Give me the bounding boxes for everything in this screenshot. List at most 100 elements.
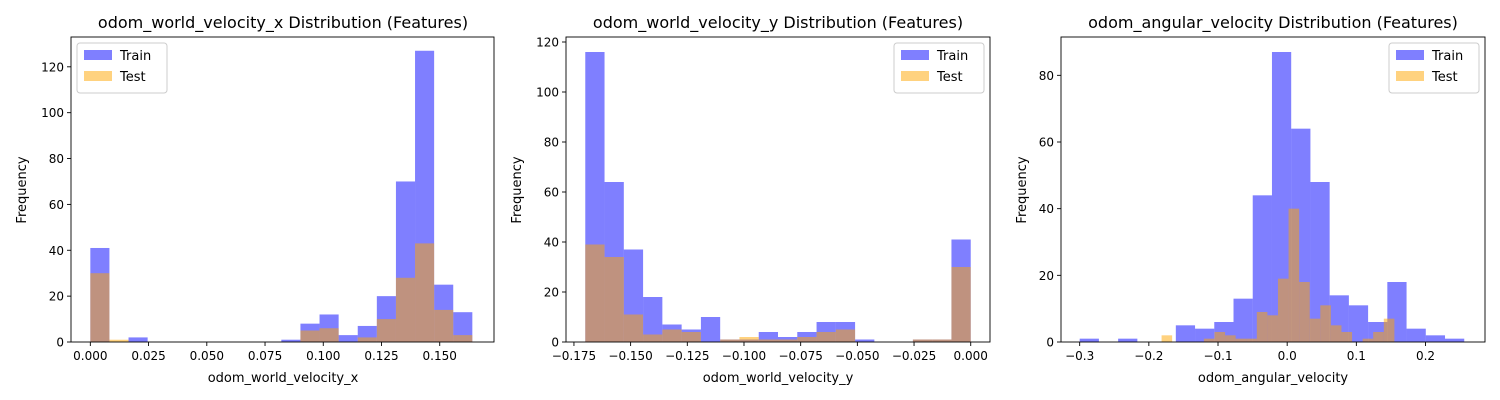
test-bar (1341, 332, 1353, 342)
y-tick-label: 20 (49, 290, 64, 304)
test-bar (1225, 335, 1236, 342)
test-bar (797, 337, 817, 342)
subplot-velocity-x: odom_world_velocity_x Distribution (Feat… (15, 13, 495, 386)
train-bar (1445, 338, 1465, 342)
test-bar (90, 273, 110, 342)
x-tick-label: −0.2 (1134, 349, 1163, 363)
chart-title: odom_world_velocity_x Distribution (Feat… (98, 13, 468, 33)
test-bar (1299, 282, 1310, 342)
train-bar (700, 317, 721, 342)
legend: Train Test (893, 42, 985, 94)
legend-swatch-train (84, 50, 112, 60)
test-bar (395, 277, 416, 342)
x-tick-label: 0.0 (1278, 349, 1297, 363)
x-tick-label: −0.075 (778, 349, 822, 363)
legend-swatch-test (84, 71, 112, 81)
legend-label-test: Test (936, 70, 963, 85)
plot-frame (1060, 36, 1486, 343)
legend-swatch-test (1396, 71, 1424, 81)
y-tick-label: 120 (41, 60, 64, 74)
test-bar (300, 330, 320, 342)
x-axis-label: odom_angular_velocity (1198, 371, 1349, 386)
x-tick-label: −0.175 (552, 349, 596, 363)
legend-label-test: Test (119, 70, 146, 85)
test-bar (835, 329, 856, 342)
plot-frame (565, 36, 991, 343)
y-tick-label: 120 (536, 36, 559, 50)
test-bar (1256, 312, 1268, 342)
test-bar (1373, 332, 1384, 342)
train-bar (453, 312, 473, 342)
train-bar (1310, 182, 1330, 342)
x-tick-label: −0.025 (892, 349, 936, 363)
test-bar (1267, 315, 1278, 342)
x-tick-label: 0.1 (1347, 349, 1366, 363)
test-bar (778, 339, 798, 342)
test-bar (109, 339, 129, 342)
x-tick-label: 0.000 (73, 349, 107, 363)
x-axis-label: odom_world_velocity_x (208, 371, 359, 386)
y-tick-label: 20 (544, 286, 559, 300)
x-tick-label: −0.050 (835, 349, 879, 363)
test-bar (585, 244, 605, 342)
x-tick-label: 0.100 (306, 349, 340, 363)
test-bar (357, 337, 377, 342)
x-tick-label: −0.150 (608, 349, 652, 363)
y-axis-label: Frequency (510, 156, 525, 223)
train-bar (128, 337, 148, 342)
y-axis-label: Frequency (15, 156, 30, 223)
test-bar (1309, 318, 1321, 342)
legend: Train Test (1388, 42, 1480, 94)
y-tick-label: 60 (49, 198, 64, 212)
train-bar (1079, 338, 1099, 342)
x-tick-label: 0.2 (1416, 349, 1435, 363)
test-bar (912, 339, 933, 342)
test-bar (739, 337, 759, 342)
test-bar (453, 335, 473, 342)
test-bar (604, 257, 624, 342)
legend-label-train: Train (119, 49, 151, 64)
test-bar (415, 243, 435, 342)
test-bar (1203, 338, 1215, 342)
x-tick-label: 0.150 (423, 349, 457, 363)
test-bar (662, 329, 682, 342)
chart-title: odom_angular_velocity Distribution (Feat… (1088, 13, 1458, 33)
test-bar (643, 334, 663, 342)
x-tick-label: 0.125 (364, 349, 398, 363)
x-axis-label: odom_world_velocity_y (703, 371, 854, 386)
legend: Train Test (76, 42, 168, 94)
test-bar (1246, 338, 1257, 342)
legend-label-test: Test (1431, 70, 1458, 85)
test-bar (758, 339, 778, 342)
x-tick-label: 0.000 (954, 349, 988, 363)
y-tick-label: 60 (544, 186, 559, 200)
x-tick-label: −0.100 (722, 349, 766, 363)
train-bar (1252, 195, 1272, 342)
test-bar (319, 328, 339, 342)
test-bar (932, 339, 952, 342)
y-tick-label: 100 (536, 86, 559, 100)
y-tick-label: 100 (41, 106, 64, 120)
y-tick-label: 0 (1046, 336, 1054, 350)
train-bar (855, 339, 875, 342)
test-bar (1330, 325, 1342, 342)
train-bar (643, 297, 663, 342)
test-bar (951, 267, 971, 342)
train-bar (1195, 328, 1215, 342)
test-bar (681, 332, 701, 342)
y-tick-label: 80 (544, 136, 559, 150)
y-tick-label: 40 (544, 236, 559, 250)
train-bar (1425, 335, 1446, 342)
y-tick-label: 40 (1039, 202, 1054, 216)
train-bar (758, 332, 778, 342)
plot-frame (70, 36, 495, 343)
train-bar (1348, 305, 1369, 342)
y-axis-label: Frequency (1015, 156, 1030, 223)
train-bar (1175, 325, 1196, 342)
test-bar (1214, 332, 1226, 342)
y-tick-label: 80 (49, 152, 64, 166)
test-bar (1235, 338, 1247, 342)
subplot-velocity-y: odom_world_velocity_y Distribution (Feat… (510, 13, 991, 386)
test-bar (720, 339, 740, 342)
